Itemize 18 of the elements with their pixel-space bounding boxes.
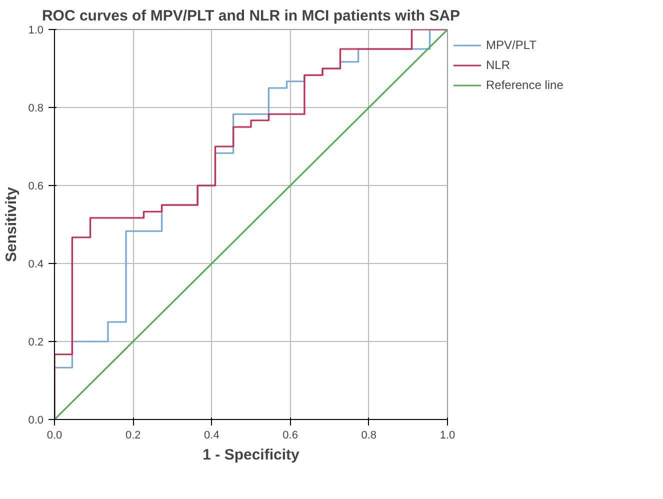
chart-title: ROC curves of MPV/PLT and NLR in MCI patients with SAP xyxy=(42,8,460,24)
legend-label: Reference line xyxy=(486,78,564,92)
x-tick-label: 0.0 xyxy=(46,430,62,442)
y-tick-label: 0.2 xyxy=(28,336,44,348)
y-tick-label: 1.0 xyxy=(28,24,44,36)
y-tick-label: 0.4 xyxy=(28,258,44,270)
x-tick-label: 0.2 xyxy=(125,430,141,442)
x-tick-label: 0.6 xyxy=(282,430,298,442)
x-tick-label: 1.0 xyxy=(440,430,456,442)
y-tick-label: 0.6 xyxy=(28,180,44,192)
x-tick-label: 0.8 xyxy=(361,430,377,442)
y-tick-label: 0.8 xyxy=(28,102,44,114)
y-axis-title: Sensitivity xyxy=(3,186,20,262)
y-tick-label: 0.0 xyxy=(28,414,44,426)
legend-label: NLR xyxy=(486,58,510,72)
x-tick-label: 0.4 xyxy=(204,430,220,442)
legend-label: MPV/PLT xyxy=(486,38,536,52)
x-axis-title: 1 - Specificity xyxy=(202,446,300,464)
